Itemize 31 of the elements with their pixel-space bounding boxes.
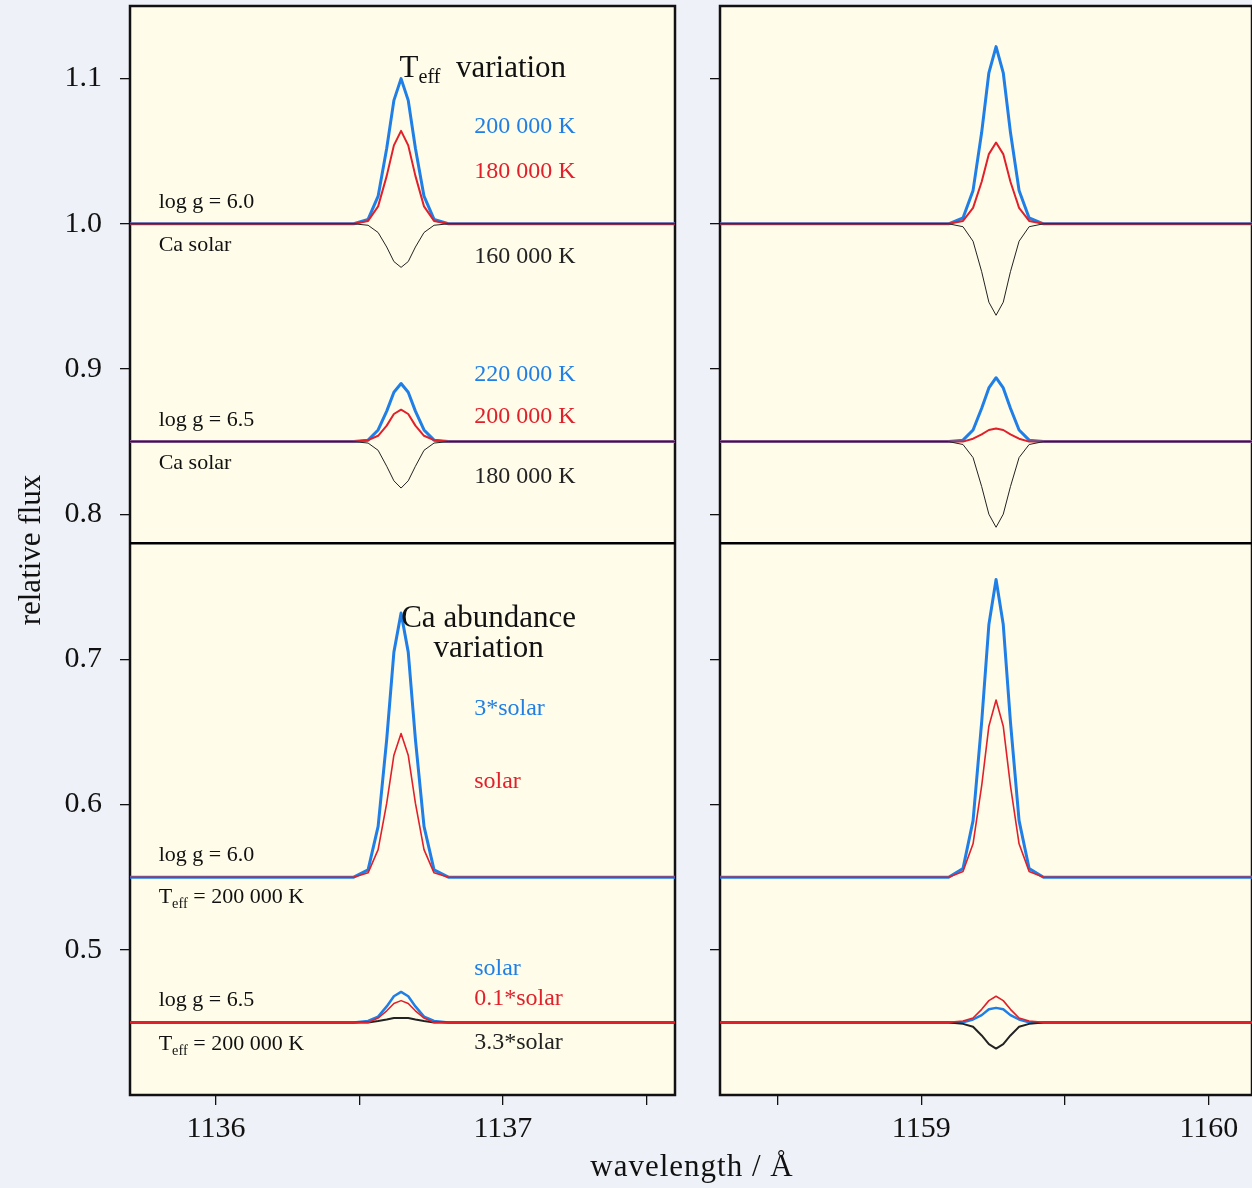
y-tick-label: 1.1	[64, 59, 102, 93]
series-label: 200 000 K	[474, 402, 577, 429]
x-axis-title: wavelength / Å	[589, 1148, 795, 1184]
y-tick-label: 0.6	[64, 785, 102, 819]
series-label: solar	[474, 953, 521, 980]
y-tick-label: 0.7	[64, 640, 102, 674]
text: 220 000 K	[474, 360, 577, 387]
annotation: Ca solar	[158, 449, 233, 475]
y-tick-label: 1.0	[64, 204, 102, 238]
series-label: 3.3*solar	[474, 1028, 563, 1055]
series-label: 180 000 K	[474, 156, 577, 183]
text: 3*solar	[474, 694, 545, 721]
text: 200 000 K	[474, 111, 577, 138]
x-tick-label: 1160	[1179, 1109, 1239, 1143]
series-label: 180 000 K	[474, 461, 577, 488]
text: solar	[474, 766, 521, 793]
x-tick-label: 1137	[473, 1109, 533, 1143]
y-tick-label: 0.8	[64, 495, 102, 529]
x-tick-label: 1159	[891, 1109, 951, 1143]
annotation: log g = 6.0	[158, 841, 255, 867]
series-label: 160 000 K	[474, 242, 577, 269]
x-tick-label: 1136	[186, 1109, 246, 1143]
annotation: log g = 6.5	[158, 986, 255, 1012]
y-tick-label: 0.5	[64, 930, 102, 964]
annotation: log g = 6.5	[158, 405, 255, 431]
y-axis-title: relative flux	[11, 473, 48, 628]
annotation: Ca abundance variation	[401, 598, 576, 664]
annotation: log g = 6.0	[158, 187, 255, 213]
series-label: 0.1*solar	[474, 984, 563, 1011]
y-tick-label: 0.9	[64, 349, 102, 383]
annotation: Ca solar	[158, 231, 233, 257]
